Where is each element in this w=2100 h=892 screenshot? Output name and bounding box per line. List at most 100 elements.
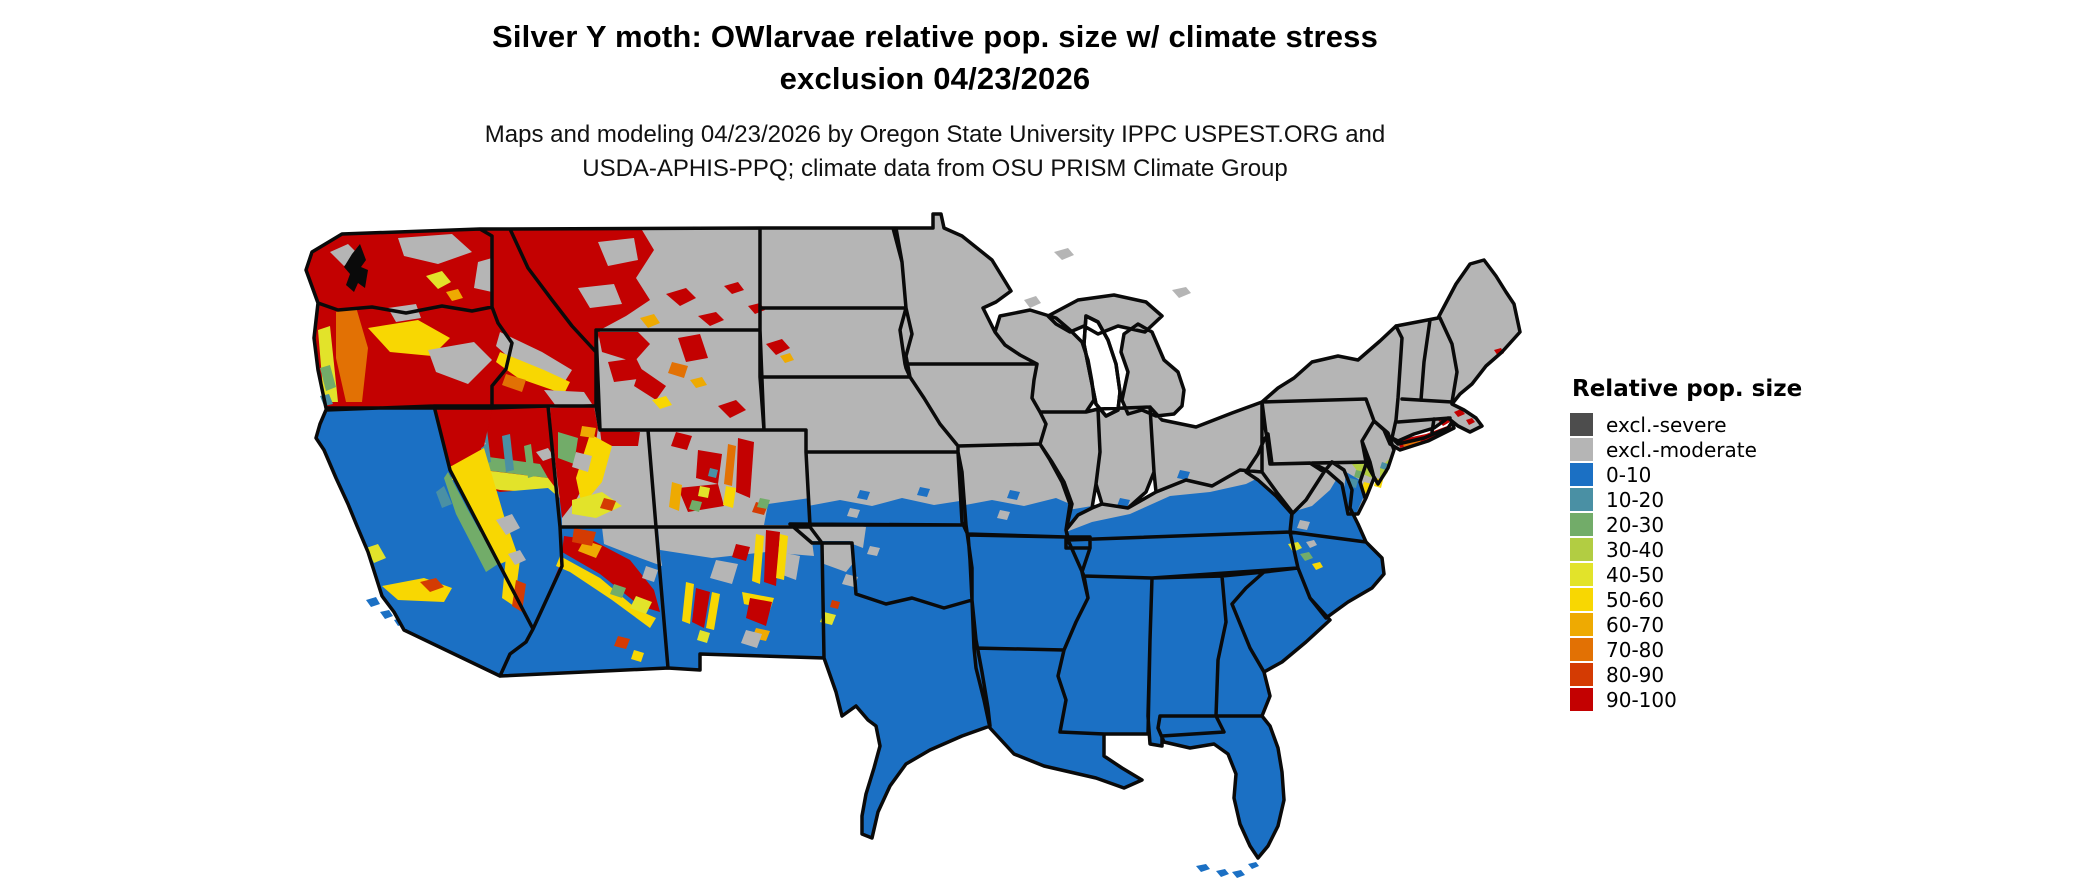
raster-patch bbox=[697, 630, 710, 643]
raster-patch bbox=[448, 448, 518, 564]
raster-patch bbox=[1196, 864, 1210, 872]
raster-patch bbox=[608, 358, 646, 382]
raster-patch bbox=[682, 582, 694, 624]
state-south-carolina bbox=[1232, 568, 1330, 672]
raster-patch bbox=[1312, 562, 1323, 570]
raster-patch bbox=[696, 450, 722, 484]
state-north-dakota bbox=[760, 228, 906, 308]
raster-patch bbox=[776, 534, 788, 580]
legend-label: excl.-moderate bbox=[1606, 437, 1757, 462]
raster-patch bbox=[572, 528, 596, 546]
raster-patch bbox=[336, 307, 368, 402]
raster-patch bbox=[536, 448, 554, 461]
state-iowa bbox=[905, 364, 1046, 446]
raster-patch bbox=[1172, 287, 1191, 298]
border-nh-me bbox=[1438, 316, 1459, 404]
raster-patch bbox=[736, 438, 754, 498]
legend-item: 40-50 bbox=[1570, 562, 1802, 587]
legend-swatch-50-60 bbox=[1570, 588, 1593, 611]
raster-patch bbox=[556, 556, 656, 628]
raster-patch bbox=[1297, 520, 1310, 530]
state-alabama bbox=[1148, 576, 1226, 746]
legend-swatch-60-70 bbox=[1570, 613, 1593, 636]
state-tennessee bbox=[1068, 532, 1298, 578]
state-florida bbox=[1158, 716, 1284, 858]
raster-patch bbox=[598, 332, 650, 362]
border-vt-nh bbox=[1419, 318, 1432, 402]
state-illinois bbox=[1040, 409, 1100, 530]
state-wisconsin bbox=[995, 310, 1094, 412]
raster-patch bbox=[602, 527, 662, 566]
legend: Relative pop. size excl.-severe excl.-mo… bbox=[1570, 376, 1802, 712]
raster-patches bbox=[318, 230, 1504, 878]
legend-swatch-30-40 bbox=[1570, 538, 1593, 561]
border-md-de bbox=[1358, 462, 1368, 500]
state-oklahoma bbox=[790, 524, 972, 608]
legend-label: 80-90 bbox=[1606, 662, 1665, 687]
raster-patch bbox=[1024, 296, 1041, 308]
legend-label: 20-30 bbox=[1606, 512, 1665, 537]
raster-patch bbox=[640, 314, 660, 328]
legend-item: 50-60 bbox=[1570, 587, 1802, 612]
raster-patch bbox=[741, 630, 762, 648]
raster-patch bbox=[1300, 552, 1313, 561]
raster-patch bbox=[1066, 506, 1092, 528]
legend-swatch-70-80 bbox=[1570, 638, 1593, 661]
raster-patch bbox=[847, 508, 860, 518]
state-borders-path bbox=[304, 212, 1522, 860]
raster-patch bbox=[917, 487, 930, 497]
legend-label: 30-40 bbox=[1606, 537, 1665, 562]
raster-patch bbox=[1216, 869, 1229, 877]
raster-patch bbox=[420, 578, 444, 592]
legend-item: 30-40 bbox=[1570, 537, 1802, 562]
raster-patch bbox=[572, 452, 592, 472]
legend-swatch-10-20 bbox=[1570, 488, 1593, 511]
raster-patch bbox=[1232, 870, 1245, 878]
raster-patch bbox=[671, 432, 692, 450]
legend-swatch-80-90 bbox=[1570, 663, 1593, 686]
legend-swatch-excl-severe bbox=[1570, 413, 1593, 436]
raster-patch bbox=[732, 544, 750, 561]
raster-patch bbox=[710, 560, 738, 584]
state-arkansas bbox=[968, 534, 1090, 650]
legend-item: excl.-severe bbox=[1570, 412, 1802, 437]
raster-patch bbox=[436, 486, 452, 508]
map-title-line1: Silver Y moth: OWlarvae relative pop. si… bbox=[491, 19, 1379, 54]
state-minnesota bbox=[893, 214, 1037, 364]
raster-patch bbox=[708, 468, 718, 478]
state-nebraska bbox=[760, 377, 958, 452]
map-subtitle-line2: USDA-APHIS-PPQ; climate data from OSU PR… bbox=[582, 155, 1288, 182]
raster-patch bbox=[723, 486, 736, 508]
raster-patch bbox=[630, 596, 652, 614]
raster-patch bbox=[668, 362, 688, 378]
raster-patch bbox=[692, 588, 710, 628]
state-south-dakota bbox=[760, 308, 912, 377]
raster-patch bbox=[366, 544, 386, 563]
raster-patch bbox=[678, 334, 708, 362]
legend-swatch-0-10 bbox=[1570, 463, 1593, 486]
raster-patch bbox=[380, 610, 393, 619]
raster-patch bbox=[572, 492, 622, 518]
state-california bbox=[316, 406, 533, 676]
legend-item: 90-100 bbox=[1570, 687, 1802, 712]
raster-patch bbox=[436, 408, 492, 470]
raster-patch bbox=[634, 368, 666, 400]
raster-patch bbox=[642, 566, 658, 582]
raster-patch bbox=[368, 320, 450, 356]
legend-label: 90-100 bbox=[1606, 687, 1677, 712]
raster-patch bbox=[512, 580, 526, 612]
raster-patch bbox=[600, 430, 640, 446]
border-ma-north bbox=[1400, 397, 1454, 404]
raster-patch bbox=[614, 636, 630, 649]
map-subtitle-line1: Maps and modeling 04/23/2026 by Oregon S… bbox=[484, 121, 1386, 148]
raster-patch bbox=[746, 598, 772, 626]
state-texas bbox=[822, 543, 990, 838]
raster-patch bbox=[724, 282, 744, 294]
raster-patch bbox=[766, 339, 790, 355]
raster-patch bbox=[724, 444, 736, 486]
state-borders bbox=[304, 212, 1522, 860]
state-georgia bbox=[1216, 572, 1270, 716]
legend-label: 50-60 bbox=[1606, 587, 1665, 612]
